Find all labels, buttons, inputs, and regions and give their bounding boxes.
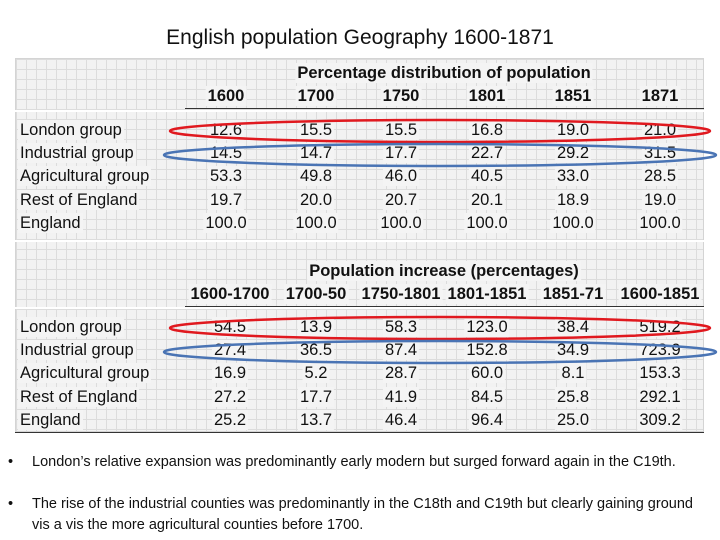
table-cell: 31.5 <box>641 143 679 164</box>
table1-col-header: 1600 <box>205 86 247 106</box>
table-cell: 100.0 <box>637 212 683 233</box>
table-cell: 36.5 <box>297 340 335 361</box>
table-cell: 19.0 <box>641 189 679 210</box>
table-cell: 96.4 <box>468 409 506 430</box>
table-cell: 49.8 <box>297 166 335 187</box>
table-cell: 14.7 <box>297 143 335 164</box>
table-cell: 54.5 <box>211 317 249 337</box>
table-bottom-rule <box>15 432 704 433</box>
table-cell: 309.2 <box>637 409 683 430</box>
row-label: Industrial group <box>18 143 136 164</box>
table-cell: 15.5 <box>297 120 335 140</box>
table-cell: 84.5 <box>468 386 506 407</box>
table2-col-header: 1600-1851 <box>618 284 702 304</box>
table-cell: 152.8 <box>464 340 510 361</box>
table-cell: 58.3 <box>382 317 420 337</box>
table-separator <box>15 110 704 112</box>
table2-header-rule <box>185 306 704 307</box>
table-cell: 18.9 <box>554 189 592 210</box>
table-cell: 17.7 <box>382 143 420 164</box>
table-cell: 13.9 <box>297 317 335 337</box>
table-cell: 100.0 <box>378 212 424 233</box>
table-cell: 100.0 <box>550 212 596 233</box>
row-label: London group <box>18 120 124 140</box>
table-cell: 25.0 <box>554 409 592 430</box>
table1-heading: Percentage distribution of population <box>295 63 593 83</box>
table-cell: 25.8 <box>554 386 592 407</box>
table-cell: 100.0 <box>464 212 510 233</box>
table-cell: 16.8 <box>468 120 506 140</box>
row-label: Agricultural group <box>18 363 152 384</box>
table-cell: 153.3 <box>637 363 683 384</box>
table-cell: 60.0 <box>468 363 506 384</box>
table-cell: 27.2 <box>211 386 249 407</box>
table2-col-header: 1700-50 <box>283 284 349 304</box>
row-label: Rest of England <box>18 189 140 210</box>
row-label: London group <box>18 317 124 337</box>
table-cell: 87.4 <box>382 340 420 361</box>
table-cell: 17.7 <box>297 386 335 407</box>
table-cell: 27.4 <box>211 340 249 361</box>
table1-col-header: 1750 <box>380 86 422 106</box>
table2-col-header: 1600-1700 <box>188 284 272 304</box>
table-cell: 16.9 <box>211 363 249 384</box>
table-cell: 100.0 <box>293 212 339 233</box>
table-cell: 28.7 <box>382 363 420 384</box>
table-cell: 19.7 <box>207 189 245 210</box>
row-label: England <box>18 212 83 233</box>
table-cell: 53.3 <box>207 166 245 187</box>
table-cell: 13.7 <box>297 409 335 430</box>
row-label: Industrial group <box>18 340 136 361</box>
table1-col-header: 1801 <box>466 86 508 106</box>
table2-heading: Population increase (percentages) <box>307 261 581 281</box>
table-cell: 28.5 <box>641 166 679 187</box>
table-cell: 14.5 <box>207 143 245 164</box>
table-cell: 38.4 <box>554 317 592 337</box>
table1-header-rule <box>185 108 704 109</box>
bullet-text: London’s relative expansion was predomin… <box>32 454 676 470</box>
table-cell: 29.2 <box>554 143 592 164</box>
table-separator <box>15 240 704 242</box>
table-cell: 46.4 <box>382 409 420 430</box>
table-cell: 40.5 <box>468 166 506 187</box>
bullet-text: The rise of the industrial counties was … <box>32 496 693 533</box>
table-cell: 20.0 <box>297 189 335 210</box>
table-cell: 41.9 <box>382 386 420 407</box>
table1-col-header: 1871 <box>639 86 681 106</box>
bullet-dot: • <box>8 496 14 512</box>
table2-col-header: 1750-1801 <box>359 284 443 304</box>
table-cell: 21.0 <box>641 120 679 140</box>
table-cell: 15.5 <box>382 120 420 140</box>
table-cell: 19.0 <box>554 120 592 140</box>
bullet-dot: • <box>8 454 14 470</box>
row-label: England <box>18 409 83 430</box>
table1-col-header: 1851 <box>552 86 594 106</box>
table1-col-header: 1700 <box>295 86 337 106</box>
table-cell: 46.0 <box>382 166 420 187</box>
row-label: Agricultural group <box>18 166 152 187</box>
table-cell: 5.2 <box>302 363 330 384</box>
table-cell: 25.2 <box>211 409 249 430</box>
row-label: Rest of England <box>18 386 140 407</box>
table-cell: 22.7 <box>468 143 506 164</box>
table-cell: 100.0 <box>203 212 249 233</box>
table-cell: 12.6 <box>207 120 245 140</box>
page-title: English population Geography 1600-1871 <box>166 26 554 49</box>
table-cell: 8.1 <box>559 363 587 384</box>
table2-col-header: 1851-71 <box>540 284 606 304</box>
table-cell: 723.9 <box>637 340 683 361</box>
table-cell: 20.1 <box>468 189 506 210</box>
table-cell: 33.0 <box>554 166 592 187</box>
table-separator <box>15 307 704 309</box>
table-cell: 519.2 <box>637 317 683 337</box>
table2-col-header: 1801-1851 <box>445 284 529 304</box>
table-cell: 20.7 <box>382 189 420 210</box>
table-cell: 34.9 <box>554 340 592 361</box>
table-cell: 123.0 <box>464 317 510 337</box>
table-cell: 292.1 <box>637 386 683 407</box>
